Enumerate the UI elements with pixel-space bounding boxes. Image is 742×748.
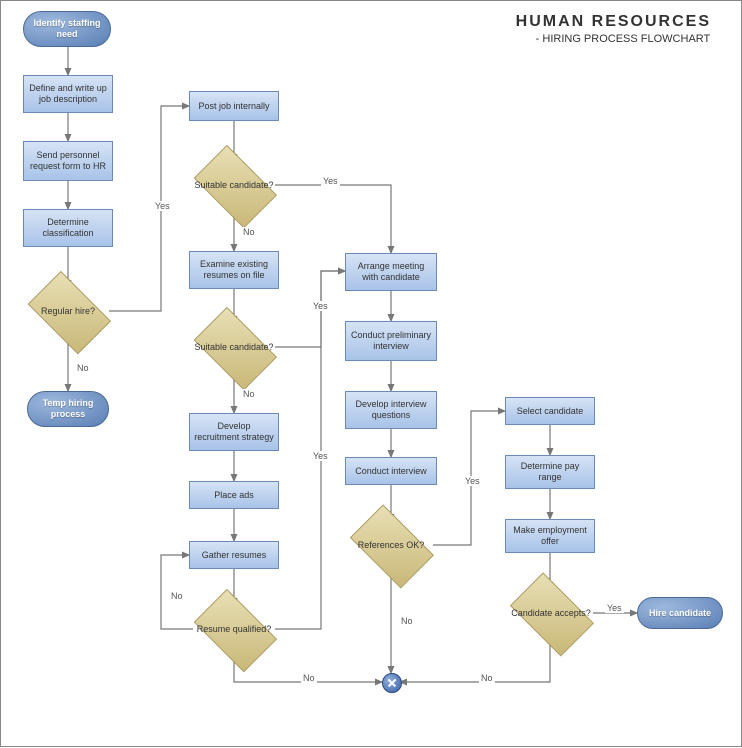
node-n7: Examine existing resumes on file [189,251,279,289]
chart-subtitle: - HIRING PROCESS FLOWCHART [516,33,711,45]
node-n15: Select candidate [505,397,595,425]
edges-layer [1,1,742,748]
node-d4: Resume qualified? [185,597,283,661]
edge-label-d1-n6: Yes [153,201,172,211]
edge-d2-n11 [275,185,391,253]
node-n18: Hire candidate [637,597,723,629]
edge-label-d5-c1: No [399,616,415,626]
edge-label-d1-n5: No [75,363,91,373]
flowchart-canvas: HUMAN RESOURCES - HIRING PROCESS FLOWCHA… [0,0,742,747]
edge-label-d6-c1: No [479,673,495,683]
node-n9: Place ads [189,481,279,509]
node-n10: Gather resumes [189,541,279,569]
edge-label-d4-n11: Yes [311,451,330,461]
node-d5: References OK? [341,513,441,577]
node-n2: Define and write up job description [23,75,113,113]
chart-title: HUMAN RESOURCES [516,13,711,31]
node-d2: Suitable candidate? [185,153,283,217]
edge-label-d2-n7: No [241,227,257,237]
edge-label-d3-n11: Yes [311,301,330,311]
node-n16: Determine pay range [505,455,595,489]
edge-d3-n11 [275,271,345,347]
node-n14: Conduct interview [345,457,437,485]
node-c1 [382,673,402,693]
node-n11: Arrange meeting with candidate [345,253,437,291]
node-n5: Temp hiring process [27,391,109,427]
edge-label-d6-n18: Yes [605,603,624,613]
node-n1: Identify staffing need [23,11,111,47]
edge-d1-n6 [109,106,189,311]
edge-label-d2-n11: Yes [321,176,340,186]
node-n4: Determine classification [23,209,113,247]
node-d1: Regular hire? [19,279,117,343]
edge-label-d3-n8: No [241,389,257,399]
node-d6: Candidate accepts? [501,581,601,645]
node-n8: Develop recruitment strategy [189,413,279,451]
chart-title-block: HUMAN RESOURCES - HIRING PROCESS FLOWCHA… [516,13,711,45]
node-n3: Send personnel request form to HR [23,141,113,181]
edge-d4-n11 [275,271,345,629]
edge-label-d4-c1: No [301,673,317,683]
edge-label-d4-n10: No [169,591,185,601]
node-n17: Make employment offer [505,519,595,553]
node-n13: Develop interview questions [345,391,437,429]
edge-label-d5-n15: Yes [463,476,482,486]
node-d3: Suitable candidate? [185,315,283,379]
node-n12: Conduct preliminary interview [345,321,437,361]
node-n6: Post job internally [189,91,279,121]
